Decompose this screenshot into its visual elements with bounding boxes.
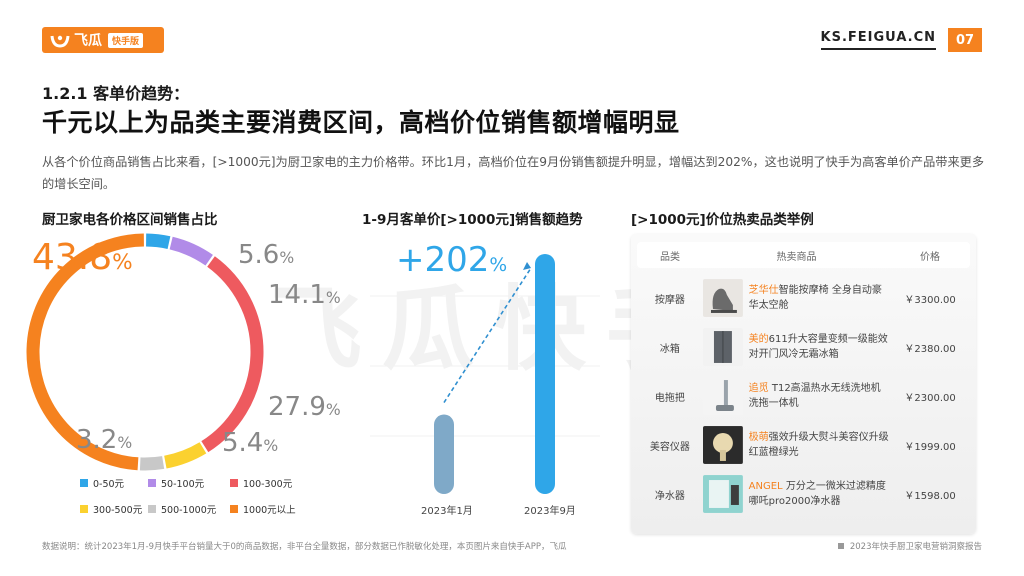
row-product: ANGEL 万分之一微米过滤精度 哪吒pro2000净水器 [748, 481, 886, 507]
legend-swatch [148, 479, 156, 487]
table-row[interactable]: 美容仪器 极萌强效升级大熨斗美容仪升级红蓝橙绿光 ￥1999.00 [637, 421, 970, 469]
arrow-head-icon [523, 262, 531, 270]
logo-text: 飞瓜 [74, 33, 102, 49]
brand-logo: 飞瓜 快手版 [42, 27, 164, 53]
row-product: 芝华仕智能按摩椅 全身自动豪华太空舱 [748, 285, 882, 311]
row-price: ￥1999.00 [904, 441, 956, 453]
donut-label-100-300: 27.9% [268, 392, 341, 422]
donut-label-300-500: 5.4% [222, 428, 279, 458]
legend-item: 1000元以上 [230, 502, 310, 516]
legend-swatch [230, 505, 238, 513]
table-header: 品类 热卖商品 价格 [637, 242, 970, 268]
logo-tag: 快手版 [108, 32, 144, 48]
bar-chart-title: 1-9月客单价[>1000元]销售额趋势 [362, 212, 583, 228]
melon-logo-icon [50, 35, 70, 48]
site-url[interactable]: KS.FEIGUA.CN [820, 30, 936, 50]
report-name: 2023年快手厨卫家电营销洞察报告 [837, 540, 982, 552]
legend-swatch [80, 505, 88, 513]
row-product: 追觅 T12高温热水无线洗地机洗拖一体机 [748, 383, 881, 409]
growth-annotation: +202% [396, 240, 508, 280]
donut-label-50-100: 5.6% [238, 240, 295, 270]
legend-label: 500-1000元 [161, 505, 217, 516]
bar-chart [370, 254, 600, 494]
table-row[interactable]: 按摩器 芝华仕智能按摩椅 全身自动豪华太空舱 ￥3300.00 [637, 274, 970, 322]
header-price: 价格 [920, 251, 940, 263]
square-bullet-icon [837, 543, 844, 549]
row-category: 净水器 [654, 490, 685, 502]
donut-label-1000plus: 43.8% [32, 237, 133, 278]
donut-label-secondary: 14.1% [268, 280, 341, 310]
donut-chart-title: 厨卫家电各价格区间销售占比 [42, 212, 218, 228]
beauty-device-image [702, 426, 743, 464]
donut-chart [26, 233, 264, 471]
row-category: 电拖把 [654, 392, 685, 404]
legend-item: 50-100元 [148, 476, 230, 490]
data-footnote: 数据说明：统计2023年1月-9月快手平台销量大于0的商品数据，非平台全量数据，… [42, 542, 567, 552]
donut-slice-3 [163, 442, 207, 469]
legend-swatch [230, 479, 238, 487]
water-purifier-image [702, 475, 743, 513]
donut-slice-4 [139, 456, 165, 471]
donut-slice-5 [26, 233, 144, 471]
page-number: 07 [948, 28, 982, 52]
row-price: ￥2300.00 [904, 392, 956, 404]
donut-slice-0 [145, 233, 171, 249]
legend-item: 0-50元 [80, 476, 148, 490]
legend-label: 100-300元 [243, 479, 293, 490]
table-title: [>1000元]价位热卖品类举例 [631, 212, 814, 228]
legend-swatch [148, 505, 156, 513]
growth-arrow-line [443, 267, 532, 403]
legend-label: 300-500元 [93, 505, 143, 516]
table-row[interactable]: 冰箱 美的611升大容量变频一级能效对开门风冷无霜冰箱 ￥2380.00 [637, 323, 970, 371]
donut-legend: 0-50元 50-100元 100-300元 300-500元 500-1000… [80, 476, 310, 516]
section-label: 1.2.1 客单价趋势： [42, 84, 190, 103]
intro-paragraph: 从各个价位商品销售占比来看，[>1000元]为厨卫家电的主力价格带。环比1月，高… [42, 155, 985, 191]
header-category: 品类 [660, 251, 680, 263]
header-product: 热卖商品 [776, 251, 817, 263]
donut-label-0-50: 3.2% [76, 425, 133, 455]
donut-slice-1 [169, 236, 213, 266]
table-row[interactable]: 净水器 ANGEL 万分之一微米过滤精度 哪吒pro2000净水器 ￥1598.… [637, 470, 970, 518]
row-category: 美容仪器 [649, 441, 690, 453]
floor-washer-image [702, 377, 743, 415]
legend-label: 1000元以上 [243, 505, 296, 516]
legend-swatch [80, 479, 88, 487]
row-product: 美的611升大容量变频一级能效对开门风冷无霜冰箱 [748, 334, 888, 360]
fridge-image [702, 328, 743, 366]
page-title: 千元以上为品类主要消费区间，高档价位销售额增幅明显 [42, 108, 680, 137]
legend-label: 50-100元 [161, 479, 205, 490]
row-price: ￥3300.00 [904, 294, 956, 306]
donut-slice-2 [201, 256, 264, 453]
row-category: 按摩器 [654, 294, 685, 306]
legend-item: 300-500元 [80, 502, 148, 516]
bar-1 [535, 254, 555, 494]
row-category: 冰箱 [659, 343, 680, 355]
bar-tick-label: 2023年1月 [421, 506, 473, 517]
bar-tick-label: 2023年9月 [524, 506, 576, 517]
massage-chair-image [702, 279, 743, 317]
row-price: ￥2380.00 [904, 343, 956, 355]
legend-label: 0-50元 [93, 479, 125, 490]
row-product: 极萌强效升级大熨斗美容仪升级红蓝橙绿光 [748, 432, 889, 458]
bar-0 [434, 414, 454, 494]
legend-item: 500-1000元 [148, 502, 230, 516]
hot-products-table: 品类 热卖商品 价格 按摩器 芝华仕智能按摩椅 全身自动豪华太空舱 ￥3300.… [631, 234, 976, 534]
row-price: ￥1598.00 [904, 490, 956, 502]
table-row[interactable]: 电拖把 追觅 T12高温热水无线洗地机洗拖一体机 ￥2300.00 [637, 372, 970, 420]
legend-item: 100-300元 [230, 476, 310, 490]
